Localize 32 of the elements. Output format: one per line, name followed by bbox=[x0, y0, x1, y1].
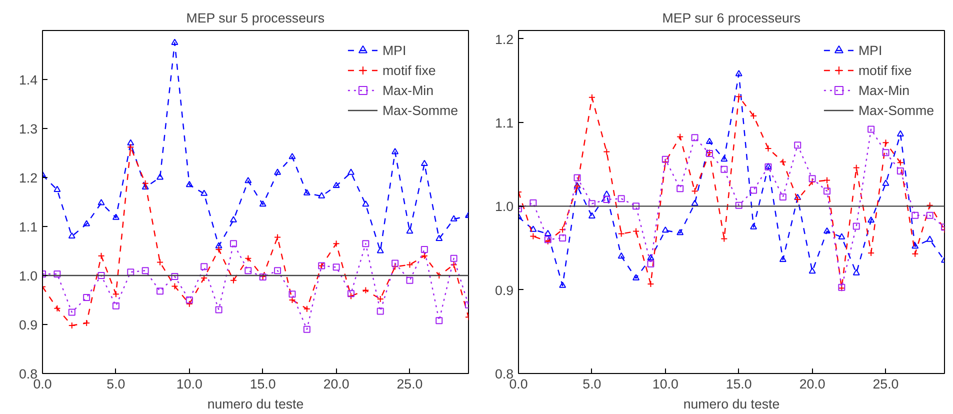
x-axis-title: numero du teste bbox=[683, 396, 780, 412]
y-tick-label: 1.3 bbox=[18, 122, 38, 136]
x-tick-label: 15.0 bbox=[250, 376, 276, 392]
legend-label: motif fixe bbox=[858, 62, 912, 78]
y-tick-label: 0.9 bbox=[18, 318, 38, 332]
legend-label: Max-Somme bbox=[858, 102, 934, 118]
x-axis-title: numero du teste bbox=[207, 396, 304, 412]
legend-label: Max-Min bbox=[382, 82, 434, 98]
x-tick-label: 10.0 bbox=[652, 376, 678, 392]
x-tick-label: 5.0 bbox=[582, 376, 602, 392]
legend-label: motif fixe bbox=[382, 62, 436, 78]
y-tick-label: 1.2 bbox=[494, 32, 514, 47]
y-tick-label: 1.4 bbox=[18, 72, 38, 88]
y-tick-label: 1.1 bbox=[18, 220, 38, 234]
x-tick-label: 25.0 bbox=[872, 376, 899, 392]
x-tick-label: 10.0 bbox=[176, 376, 202, 392]
y-tick-label: 0.9 bbox=[494, 282, 514, 298]
chart-title: MEP sur 5 processeurs bbox=[186, 10, 325, 26]
y-tick-label: 1.0 bbox=[494, 199, 514, 214]
y-tick-label: 1.1 bbox=[494, 116, 514, 131]
chart-title: MEP sur 6 processeurs bbox=[662, 10, 801, 26]
legend-label: Max-Min bbox=[858, 82, 910, 98]
y-tick-label: 1.0 bbox=[18, 268, 38, 284]
x-tick-label: 25.0 bbox=[396, 376, 423, 392]
x-tick-label: 15.0 bbox=[726, 376, 752, 392]
legend-label: Max-Somme bbox=[382, 102, 458, 118]
x-tick-label: 5.0 bbox=[106, 376, 126, 392]
x-tick-label: 20.0 bbox=[323, 376, 350, 392]
x-tick-label: 20.0 bbox=[799, 376, 826, 392]
legend-label: MPI bbox=[858, 42, 882, 58]
legend-label: MPI bbox=[382, 42, 406, 58]
y-tick-label: 1.2 bbox=[18, 170, 38, 186]
